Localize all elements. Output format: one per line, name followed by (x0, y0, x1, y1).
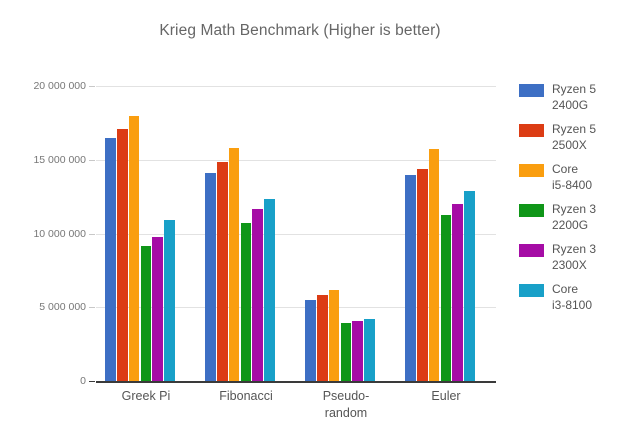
y-axis-tick-label: 10 000 000 (33, 227, 86, 240)
y-axis-tick (89, 307, 95, 309)
bar[interactable] (240, 223, 252, 381)
bar[interactable] (364, 319, 375, 381)
y-axis-tick-label: 5 000 000 (39, 301, 86, 314)
bar[interactable] (205, 173, 216, 381)
legend-label: Core i5-8400 (552, 162, 593, 192)
y-axis-tick (89, 381, 95, 382)
legend-item[interactable]: Core i3-8100 (519, 282, 639, 313)
bar[interactable] (305, 299, 316, 381)
bar[interactable] (464, 190, 475, 381)
legend-label: Ryzen 5 2500X (552, 122, 597, 152)
y-axis: 0 5 000 000 10 000 000 15 000 000 20 000 000 (0, 0, 86, 448)
bar[interactable] (452, 204, 463, 381)
legend-label: Ryzen 3 2200G (552, 202, 597, 232)
legend-item[interactable]: Ryzen 5 2400G (519, 82, 639, 113)
legend-item[interactable]: Ryzen 3 2200G (519, 202, 639, 233)
chart-title: Krieg Math Benchmark (Higher is better) (159, 22, 441, 39)
bar-group (105, 86, 175, 381)
gridline (96, 86, 496, 87)
bar[interactable] (405, 174, 416, 381)
legend-color-swatch (519, 204, 544, 217)
legend-color-swatch (519, 284, 544, 297)
y-axis-tick (89, 233, 95, 235)
y-axis-tick (89, 86, 95, 87)
bar[interactable] (340, 322, 352, 381)
bar[interactable] (152, 237, 163, 381)
gridline (96, 159, 496, 161)
legend-item[interactable]: Ryzen 3 2300X (519, 242, 639, 273)
bar[interactable] (440, 215, 452, 381)
legend-label: Core i3-8100 (552, 282, 593, 312)
gridline (96, 307, 496, 309)
bar-group (205, 86, 275, 381)
legend-color-swatch (519, 84, 544, 97)
x-axis-category-label: Pseudo- random (322, 389, 370, 420)
x-axis-line (96, 381, 496, 383)
bar[interactable] (164, 220, 175, 381)
bar[interactable] (140, 246, 152, 381)
bar[interactable] (417, 169, 428, 381)
bar-group (405, 86, 475, 381)
bar[interactable] (352, 321, 363, 381)
bar[interactable] (117, 128, 128, 381)
bar[interactable] (317, 294, 328, 381)
bar[interactable] (264, 198, 275, 381)
bar[interactable] (428, 148, 440, 381)
x-axis-category-label: Greek Pi (121, 389, 171, 403)
bar[interactable] (252, 209, 263, 381)
gridline (96, 233, 496, 235)
x-axis-category-label: Euler (431, 389, 461, 403)
plot-area (96, 86, 496, 381)
bar[interactable] (228, 147, 240, 381)
legend-color-swatch (519, 164, 544, 177)
legend-item[interactable]: Ryzen 5 2500X (519, 122, 639, 153)
x-axis-category-label: Fibonacci (219, 389, 273, 403)
bar[interactable] (128, 116, 140, 381)
legend-label: Ryzen 3 2300X (552, 242, 597, 272)
legend-color-swatch (519, 244, 544, 257)
legend: Ryzen 5 2400G Ryzen 5 2500X Core i5-8400 Ry… (519, 82, 639, 322)
bar[interactable] (328, 289, 340, 381)
y-axis-tick-label: 15 000 000 (33, 153, 86, 166)
y-axis-tick-label: 0 (80, 375, 86, 387)
bar-group (305, 86, 375, 381)
bar[interactable] (105, 137, 116, 381)
legend-color-swatch (519, 124, 544, 137)
legend-label: Ryzen 5 2400G (552, 82, 597, 112)
y-axis-tick (89, 159, 95, 161)
bar[interactable] (217, 161, 228, 381)
legend-item[interactable]: Core i5-8400 (519, 162, 639, 193)
y-axis-tick-label: 20 000 000 (33, 80, 86, 92)
